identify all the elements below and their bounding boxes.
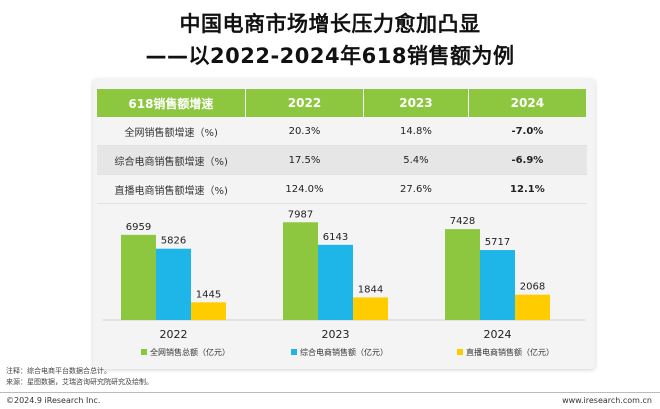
x-tick-label: 2024 [484, 328, 512, 341]
legend-label: 全网销售总额（亿元） [150, 347, 230, 357]
bar [353, 297, 388, 320]
table-cell: 12.1% [468, 174, 587, 204]
data-label: 7428 [450, 216, 475, 227]
table-cell: 17.5% [245, 145, 364, 175]
table-cell: 27.6% [363, 174, 469, 204]
x-tick-label: 2023 [322, 328, 350, 341]
copyright: ©2024.9 iResearch Inc. [6, 396, 101, 405]
legend-swatch [141, 349, 147, 355]
data-label: 1844 [358, 284, 383, 295]
table-cell: -7.0% [468, 117, 587, 146]
row-label: 综合电商销售额增速（%) [97, 145, 246, 175]
table-cell: 124.0% [245, 174, 364, 204]
footnote-note: 注释：综合电商平台数据合总计。 [6, 367, 111, 375]
bar [191, 302, 226, 320]
table-header-cell: 2022 [245, 89, 365, 117]
data-label: 2068 [520, 282, 545, 293]
legend-swatch [291, 349, 297, 355]
growth-rate-table: 618销售额增速 2022 2023 2024 全网销售额增速（%) 20.3%… [97, 89, 588, 204]
page-title: 中国电商市场增长压力愈加凸显 [179, 12, 481, 36]
bar [283, 222, 318, 320]
table-cell: 20.3% [245, 117, 364, 146]
sales-bar-chart: 6959 5826 1445 2022 7987 6143 1844 2023 7428 5717… [103, 209, 585, 357]
legend-label: 直播电商销售额（亿元） [466, 347, 554, 357]
table-row: 综合电商销售额增速（%) 17.5% 5.4% -6.9% [97, 145, 587, 175]
bar [445, 229, 480, 320]
data-label: 7987 [288, 209, 313, 220]
table-header-cell: 618销售额增速 [97, 89, 246, 117]
data-label: 6959 [126, 222, 151, 233]
site-url: www.iresearch.com.cn [562, 396, 652, 405]
table-row: 直播电商销售额增速（%) 124.0% 27.6% 12.1% [97, 174, 587, 204]
table-cell: 5.4% [363, 145, 469, 175]
data-label: 5717 [485, 237, 510, 248]
data-label: 1445 [196, 289, 221, 300]
footnote-source: 来源：星图数据，艾瑞咨询研究院研究及绘制。 [6, 378, 153, 386]
table-cell: -6.9% [468, 145, 587, 175]
row-label: 全网销售额增速（%) [97, 117, 246, 146]
bar [318, 244, 353, 320]
table-cell: 14.8% [363, 117, 469, 146]
table-header-cell: 2024 [468, 89, 588, 117]
table-header-row: 618销售额增速 2022 2023 2024 [97, 89, 588, 117]
legend-label: 综合电商销售额（亿元） [300, 347, 388, 357]
bar [515, 294, 550, 320]
bar [121, 234, 156, 320]
bar [156, 248, 191, 320]
table-row: 全网销售额增速（%) 20.3% 14.8% -7.0% [97, 117, 587, 146]
divider [0, 392, 660, 393]
bar [480, 250, 515, 320]
page-subtitle: ——以2022-2024年618销售额为例 [145, 44, 515, 68]
data-label: 5826 [161, 236, 186, 247]
row-label: 直播电商销售额增速（%) [97, 174, 246, 204]
legend-swatch [457, 349, 463, 355]
x-tick-label: 2022 [160, 328, 188, 341]
table-header-cell: 2023 [363, 89, 469, 117]
data-label: 6143 [323, 232, 348, 243]
